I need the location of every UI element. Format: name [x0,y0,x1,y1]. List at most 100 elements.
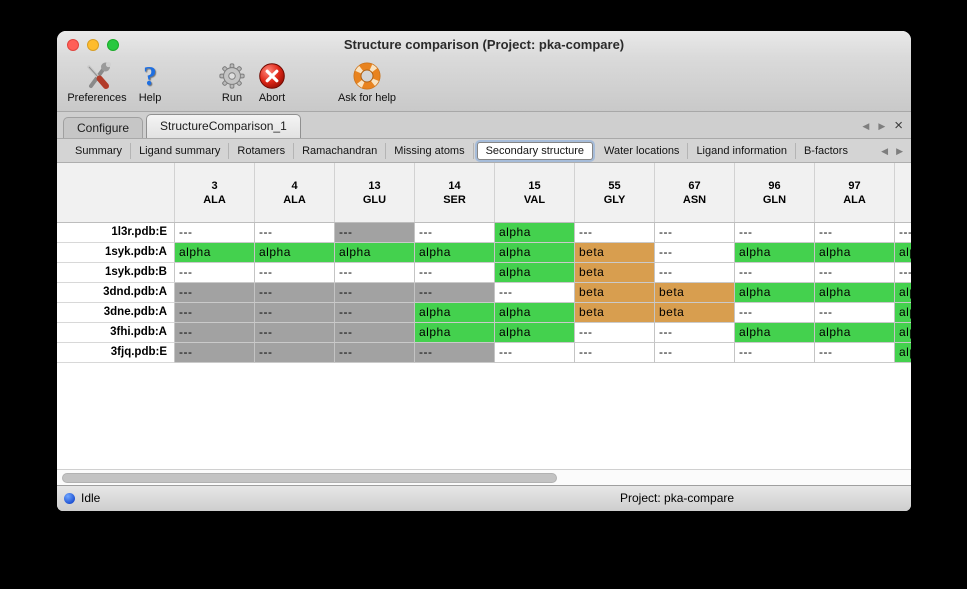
ss-cell[interactable]: --- [655,243,735,263]
ss-cell[interactable]: --- [335,263,415,283]
tab-missing-atoms[interactable]: Missing atoms [386,142,474,159]
ss-cell[interactable]: --- [815,343,895,363]
ss-cell[interactable]: --- [335,283,415,303]
row-label[interactable]: 1syk.pdb:B [57,263,175,283]
ss-cell[interactable]: --- [175,263,255,283]
ss-cell[interactable]: alpha [815,323,895,343]
ss-cell[interactable]: --- [175,223,255,243]
ss-cell[interactable]: --- [735,303,815,323]
help-button[interactable]: ? Help [131,60,169,105]
ss-cell[interactable]: --- [335,323,415,343]
ss-cell[interactable]: --- [255,223,335,243]
ss-cell[interactable]: alpha [415,323,495,343]
ss-cell[interactable]: --- [255,323,335,343]
ss-cell[interactable]: alpha [815,243,895,263]
tab-b-factors[interactable]: B-factors [803,144,848,157]
ss-cell[interactable]: --- [495,283,575,303]
ss-cell[interactable]: --- [655,323,735,343]
minimize-window-button[interactable] [87,39,99,51]
ss-cell[interactable]: alpha [495,263,575,283]
tab-rotamers[interactable]: Rotamers [229,142,295,159]
ss-cell[interactable]: --- [655,263,735,283]
ss-cell[interactable]: alpha [735,283,815,303]
ss-cell[interactable]: alpha [175,243,255,263]
ss-cell[interactable]: --- [415,283,495,303]
ss-cell[interactable]: --- [415,223,495,243]
ss-cell[interactable]: alpha [895,283,911,303]
ss-cell[interactable]: --- [495,343,575,363]
ss-cell[interactable]: --- [575,223,655,243]
ss-cell[interactable]: --- [575,323,655,343]
ss-cell[interactable]: --- [255,343,335,363]
next-doc-tab-icon[interactable]: ▶ [878,120,886,131]
ss-cell[interactable]: --- [335,343,415,363]
ss-cell[interactable]: --- [255,263,335,283]
ss-cell[interactable]: --- [655,343,735,363]
tab-ligand-summary[interactable]: Ligand summary [131,142,230,159]
ss-cell[interactable]: --- [415,263,495,283]
abort-button[interactable]: Abort [251,60,293,105]
close-window-button[interactable] [67,39,79,51]
ss-cell[interactable]: --- [255,283,335,303]
ss-cell[interactable]: --- [335,303,415,323]
ss-cell[interactable]: alpha [895,303,911,323]
row-label[interactable]: 3dne.pdb:A [57,303,175,323]
ss-cell[interactable]: --- [895,223,911,243]
ss-cell[interactable]: --- [895,263,911,283]
ss-cell[interactable]: --- [175,303,255,323]
ss-cell[interactable]: --- [415,343,495,363]
prev-page-tab-icon[interactable]: ◀ [881,146,889,156]
ss-cell[interactable]: alpha [815,283,895,303]
ss-cell[interactable]: beta [655,283,735,303]
ss-cell[interactable]: --- [735,263,815,283]
ss-cell[interactable]: alpha [735,243,815,263]
ss-cell[interactable]: alpha [735,323,815,343]
ss-cell[interactable]: --- [815,223,895,243]
ss-cell[interactable]: beta [575,263,655,283]
row-label[interactable]: 3fjq.pdb:E [57,343,175,363]
ss-cell[interactable]: alpha [495,303,575,323]
ss-cell[interactable]: --- [815,303,895,323]
tab-water-locations[interactable]: Water locations [596,142,689,159]
ss-cell[interactable]: --- [655,223,735,243]
tab-ramachandran[interactable]: Ramachandran [294,142,387,159]
scrollbar-thumb[interactable] [62,473,557,483]
ss-cell[interactable]: --- [335,223,415,243]
row-label[interactable]: 1l3r.pdb:E [57,223,175,243]
ss-cell[interactable]: alpha [895,243,911,263]
ss-cell[interactable]: alpha [415,303,495,323]
ss-cell[interactable]: beta [575,243,655,263]
ss-cell[interactable]: --- [175,323,255,343]
row-label[interactable]: 3fhi.pdb:A [57,323,175,343]
tab-structurecomparison-1[interactable]: StructureComparison_1 [146,114,301,138]
ss-cell[interactable]: --- [575,343,655,363]
zoom-window-button[interactable] [107,39,119,51]
preferences-button[interactable]: Preferences [65,60,129,105]
prev-doc-tab-icon[interactable]: ◀ [862,120,870,131]
tab-summary[interactable]: Summary [67,142,132,159]
next-page-tab-icon[interactable]: ▶ [896,146,903,156]
ss-cell[interactable]: alpha [495,323,575,343]
ss-cell[interactable]: alpha [495,223,575,243]
ss-cell[interactable]: --- [255,303,335,323]
ss-cell[interactable]: --- [735,223,815,243]
ask-for-help-button[interactable]: Ask for help [331,60,403,105]
ss-cell[interactable]: --- [175,283,255,303]
ss-cell[interactable]: alpha [895,323,911,343]
ss-cell[interactable]: alpha [895,343,911,363]
tab-ligand-information[interactable]: Ligand information [688,142,796,159]
ss-cell[interactable]: alpha [495,243,575,263]
horizontal-scrollbar[interactable] [57,469,911,485]
ss-cell[interactable]: beta [575,283,655,303]
close-doc-tab-icon[interactable]: × [894,117,903,134]
ss-cell[interactable]: beta [575,303,655,323]
tab-configure[interactable]: Configure [63,117,144,138]
ss-cell[interactable]: --- [175,343,255,363]
ss-cell[interactable]: beta [655,303,735,323]
ss-cell[interactable]: --- [735,343,815,363]
row-label[interactable]: 1syk.pdb:A [57,243,175,263]
tab-secondary-structure[interactable]: Secondary structure [476,141,594,160]
run-button[interactable]: Run [213,60,251,105]
ss-cell[interactable]: alpha [415,243,495,263]
ss-cell[interactable]: alpha [335,243,415,263]
